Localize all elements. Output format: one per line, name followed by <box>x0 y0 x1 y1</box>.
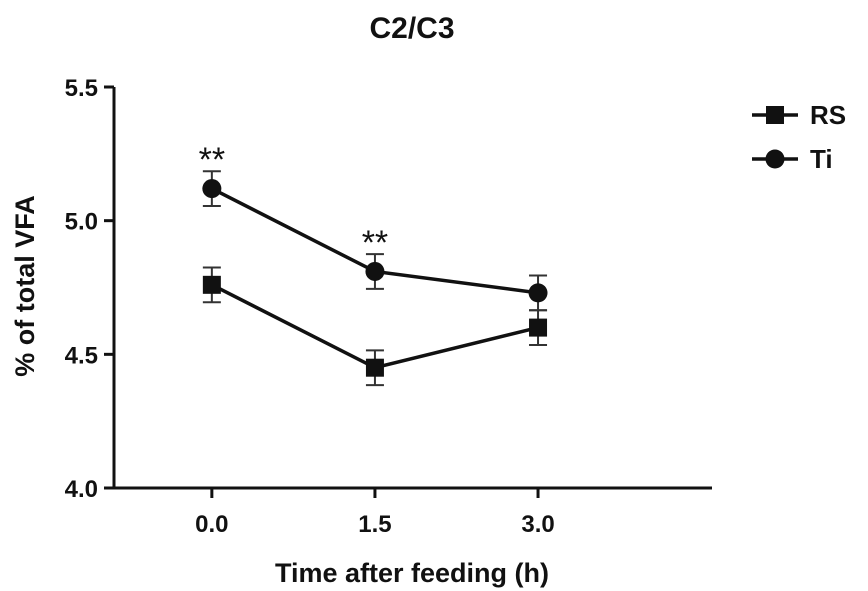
y-tick-label: 4.0 <box>65 476 98 503</box>
y-tick-label: 4.5 <box>65 342 98 369</box>
significance-annotation: ** <box>362 224 388 262</box>
series-ti-point <box>528 283 548 303</box>
chart-title: C2/C3 <box>369 12 454 45</box>
legend-item-ti: Ti <box>752 144 833 174</box>
series-layer <box>202 170 548 387</box>
legend-marker <box>765 149 785 169</box>
legend-label: RS <box>810 100 846 130</box>
legend-marker <box>766 106 784 124</box>
x-axis-label: Time after feeding (h) <box>275 558 549 588</box>
axes <box>112 87 712 490</box>
series-rs-point <box>529 318 548 337</box>
x-tick-label: 1.5 <box>358 511 391 538</box>
x-tick-label: 0.0 <box>195 511 228 538</box>
series-rs-point <box>365 358 384 377</box>
x-tick-label: 3.0 <box>521 511 554 538</box>
y-axis-label: % of total VFA <box>10 195 40 377</box>
legend-label: Ti <box>810 144 833 174</box>
series-ti <box>202 170 548 312</box>
y-tick-label: 5.0 <box>65 209 98 236</box>
significance-annotation: ** <box>199 141 225 179</box>
series-ti-point <box>365 261 385 281</box>
annotation-layer: ** ** <box>199 141 389 262</box>
series-ti-point <box>202 179 222 199</box>
series-rs <box>202 266 548 387</box>
legend: RS Ti <box>752 100 846 174</box>
series-rs-point <box>202 275 221 294</box>
legend-item-rs: RS <box>752 100 846 130</box>
y-tick-label: 5.5 <box>65 75 98 102</box>
y-ticks: 4.0 4.5 5.0 5.5 <box>65 75 114 503</box>
x-ticks: 0.0 1.5 3.0 <box>195 488 555 538</box>
